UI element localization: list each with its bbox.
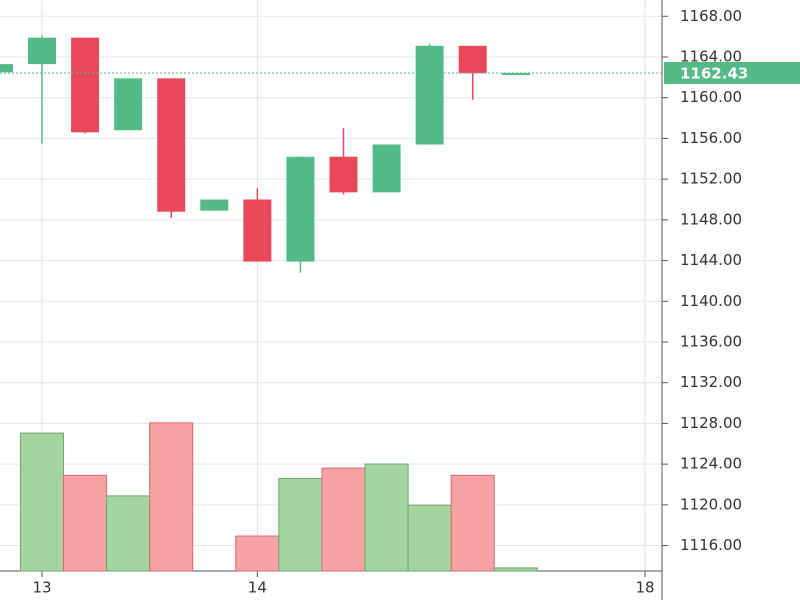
- y-tick-label: 1136.00: [680, 332, 742, 350]
- y-tick-label: 1164.00: [680, 47, 742, 65]
- candle-body: [71, 37, 100, 133]
- candle-body: [28, 37, 56, 65]
- volume-bar: [63, 474, 108, 572]
- volume-bar: [321, 467, 366, 572]
- y-tick-label: 1116.00: [680, 536, 742, 554]
- y-tick-label: 1140.00: [680, 292, 742, 310]
- last-price-label: 1162.43: [680, 64, 748, 82]
- y-tick-label: 1152.00: [680, 170, 742, 188]
- x-tick-label: 13: [32, 579, 51, 597]
- candle-body: [372, 144, 401, 193]
- volume-bar: [278, 477, 323, 572]
- candle-body: [0, 64, 13, 73]
- x-tick-label: 14: [248, 579, 267, 597]
- y-tick-label: 1124.00: [680, 455, 742, 473]
- x-tick-label: 18: [635, 579, 654, 597]
- y-tick-label: 1168.00: [680, 7, 742, 25]
- y-tick-label: 1148.00: [680, 210, 742, 228]
- candle-body: [200, 199, 229, 211]
- volume-bar: [235, 535, 280, 572]
- y-tick-label: 1120.00: [680, 495, 742, 513]
- volume-bar: [149, 422, 194, 572]
- candle-body: [157, 78, 186, 212]
- candle-body: [501, 72, 530, 75]
- y-tick-label: 1128.00: [680, 414, 742, 432]
- volume-bar: [493, 567, 538, 572]
- candle-body: [458, 45, 487, 74]
- candle-body: [243, 199, 272, 262]
- last-price-box: [664, 61, 800, 84]
- y-tick-label: 1144.00: [680, 251, 742, 269]
- volume-bar: [106, 495, 151, 572]
- candle-body: [329, 156, 358, 193]
- volume-bar: [364, 463, 409, 572]
- y-tick-label: 1156.00: [680, 129, 742, 147]
- y-tick-label: 1160.00: [680, 88, 742, 106]
- candle-body: [286, 156, 315, 262]
- y-tick-label: 1132.00: [680, 373, 742, 391]
- volume-bar: [407, 504, 452, 572]
- volume-bar: [450, 474, 495, 572]
- candle-body: [114, 78, 143, 131]
- volume-bar: [19, 432, 65, 572]
- candle-body: [415, 45, 444, 145]
